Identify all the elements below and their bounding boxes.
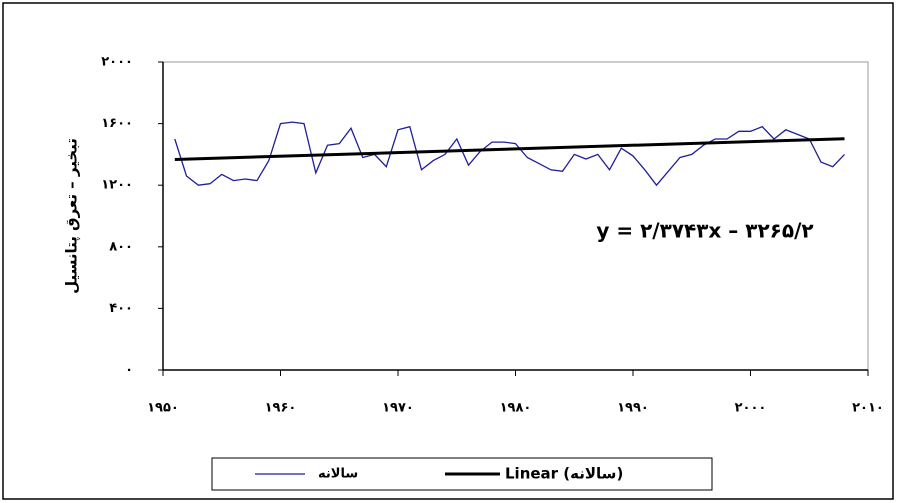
x-tick-label: ۲۰۱۰: [852, 401, 884, 416]
y-tick-label: ۸۰۰: [109, 239, 133, 254]
x-tick-label: ۱۹۸۰: [500, 401, 532, 416]
data-line: [174, 121, 845, 187]
y-tick-label: ۱۲۰۰: [101, 178, 133, 193]
equation: y = ۲/۳۷۴۳x – ۳۲۶۵/۲: [596, 219, 813, 243]
x-tick-label: ۱۹۶۰: [265, 401, 297, 416]
y-tick-label: ۲۰۰۰: [101, 55, 133, 70]
y-axis-label: تبخیر – تعرق پتانسیل: [63, 138, 82, 294]
y-tick-label: ۴۰۰: [109, 301, 133, 316]
x-tick-label: ۱۹۹۰: [617, 401, 649, 416]
legend-label: Linear (سالانه): [505, 465, 623, 483]
y-tick-label: ۱۶۰۰: [101, 116, 133, 131]
x-tick-label: ۲۰۰۰: [735, 401, 767, 416]
legend-label: سالانه: [318, 467, 358, 482]
y-tick-label: ۰: [125, 363, 133, 378]
x-tick-label: ۱۹۵۰: [147, 401, 179, 416]
x-tick-label: ۱۹۷۰: [382, 401, 414, 416]
trend-line: [174, 137, 845, 161]
